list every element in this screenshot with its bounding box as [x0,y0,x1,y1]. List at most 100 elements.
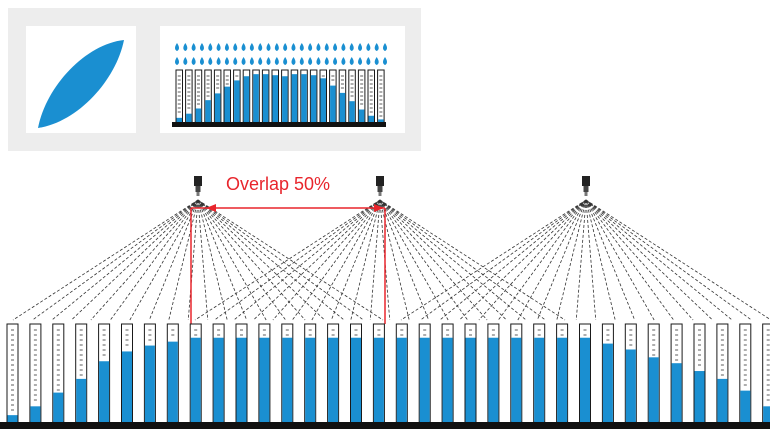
gauge-tube [441,323,454,423]
top-ground-bar [172,122,386,127]
water-drop-icon [183,57,188,65]
top-gauge-tube [367,69,375,123]
water-drop-icon [308,57,313,65]
water-drop-icon [316,43,321,51]
gauge-tube [579,323,591,423]
water-drop-icon [266,57,271,65]
water-drop-icon [316,57,321,65]
water-drop-icon [233,57,238,65]
gauge-tube [235,323,248,423]
water-drop-icon [183,43,188,51]
gauge-card [160,26,405,133]
gauge-tube [647,323,660,423]
gauge-tube [258,323,271,423]
gauge-tube [281,323,294,423]
gauge-tube [464,323,477,423]
gauge-tube [487,323,500,423]
water-drop-icon [366,43,371,51]
spray-nozzle-icon [194,176,202,196]
gauge-tube [556,323,569,423]
spray-nozzle-icon [582,176,590,196]
water-drop-icon [324,57,329,65]
water-drop-icon [341,57,346,65]
gauge-tube [29,323,42,423]
water-drop-icon [258,43,263,51]
water-drop-icon [233,43,238,51]
gauge-tube [533,323,546,423]
water-drop-icon [374,43,379,51]
gauge-tube [52,323,65,423]
water-drop-icon [241,43,246,51]
water-drop-icon [274,57,279,65]
water-drop-icon [224,57,229,65]
gauge-tube [212,323,225,423]
gauge-tube [121,323,133,423]
water-drop-icon [274,43,279,51]
gauge-tube [418,323,431,423]
spray-fan [194,199,566,321]
gauge-tube [98,323,111,423]
water-drop-icon [299,57,304,65]
gauge-tube [372,323,385,423]
water-drop-icon [324,43,329,51]
water-drop-icon [283,43,288,51]
water-drop-icon [349,57,354,65]
ground-bar [0,422,770,429]
water-drop-icon [333,57,338,65]
gauge-tube [395,323,408,423]
overlap-arrow-left [206,204,216,212]
gauge-tube [327,323,340,423]
water-drop-icon [349,43,354,51]
water-drop-icon [358,57,363,65]
spray-fan [400,199,770,321]
water-drop-icon [208,43,213,51]
water-drop-icon [199,43,204,51]
gauge-tube [739,323,752,423]
gauge-tube [510,323,523,423]
water-drop-icon [374,57,379,65]
water-drop-icon [291,43,296,51]
water-drop-icon [291,57,296,65]
water-drop-icon [199,57,204,65]
water-drop-icon [175,43,179,51]
water-drop-icon [191,57,196,65]
gauge-tube [75,323,88,423]
spray-nozzle-icon [376,176,384,196]
water-drop-icon [208,57,213,65]
gauge-tube [189,323,202,423]
water-drop-icon [249,43,254,51]
gauge-tube [304,323,317,423]
gauge-tube [624,323,637,423]
top-gauge-graphic [172,43,387,127]
water-drop-icon [258,57,263,65]
top-panel [8,8,421,151]
water-drop-icon [308,43,313,51]
overlap-label: Overlap 50% [226,174,331,194]
elliptical-spray-pattern-icon [38,40,124,128]
water-drop-icon [366,57,371,65]
gauge-tube [143,323,156,423]
spray-fan [12,199,384,321]
water-drop-icon [358,43,363,51]
water-drop-icon [216,57,221,65]
pattern-card [26,26,136,133]
gauge-tube [762,323,770,423]
water-drop-icon [383,57,387,65]
gauge-tube [166,323,179,423]
overlap-indicator [190,204,386,324]
water-drop-icon [249,57,254,65]
water-drop-icon [241,57,246,65]
water-drop-icon [341,43,346,51]
gauge-tube [6,323,19,423]
water-drop-icon [299,43,304,51]
water-drop-icon [283,57,288,65]
overlap-arrow-right [374,204,384,212]
water-drop-icon [224,43,229,51]
water-drop-icon [266,43,271,51]
water-drop-icon [216,43,221,51]
gauge-tube [716,323,729,423]
gauge-tube [670,323,683,423]
water-drop-icon [383,43,387,51]
